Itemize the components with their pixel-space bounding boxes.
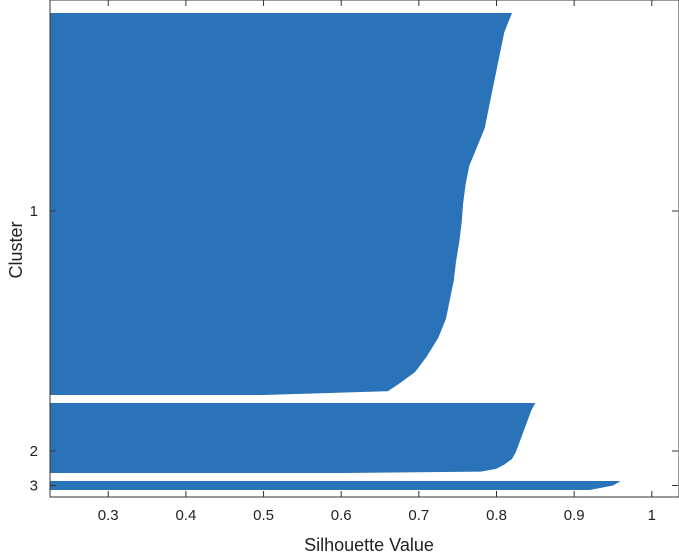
x-axis-label: Silhouette Value [304, 535, 434, 555]
x-tick-label: 0.9 [564, 507, 585, 524]
x-tick-label: 1 [648, 507, 656, 524]
plot-frame [49, 0, 679, 498]
y-tick-label: 3 [30, 478, 38, 495]
y-axis-label: Cluster [6, 221, 26, 278]
cluster-2-silhouette-bars [50, 403, 536, 473]
x-tick-label: 0.8 [486, 507, 507, 524]
cluster-3-silhouette-bars [50, 481, 621, 490]
y-tick-label: 2 [30, 443, 38, 460]
y-axis-ticks: 1 2 3 [30, 203, 678, 495]
cluster-bars [50, 13, 621, 490]
x-axis-ticks: 0.3 0.4 0.5 0.6 0.7 0.8 0.9 1 [98, 0, 656, 524]
cluster-1-silhouette-bars [50, 13, 512, 395]
x-tick-label: 0.4 [175, 507, 196, 524]
x-tick-label: 0.3 [98, 507, 119, 524]
x-tick-label: 0.5 [253, 507, 274, 524]
x-tick-label: 0.7 [408, 507, 429, 524]
y-tick-label: 1 [30, 203, 38, 220]
x-tick-label: 0.6 [331, 507, 352, 524]
